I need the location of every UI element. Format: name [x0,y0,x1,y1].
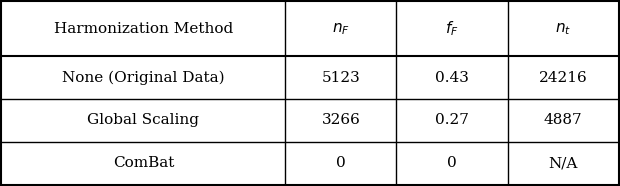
Text: N/A: N/A [548,156,578,170]
Text: $n_t$: $n_t$ [555,21,571,37]
Text: Global Scaling: Global Scaling [87,113,200,127]
Text: 3266: 3266 [321,113,360,127]
Text: 5123: 5123 [322,71,360,85]
Text: 24216: 24216 [539,71,587,85]
Text: 0: 0 [336,156,346,170]
Text: 0: 0 [447,156,457,170]
Text: 0.27: 0.27 [435,113,469,127]
Text: $n_F$: $n_F$ [332,21,350,37]
Text: 0.43: 0.43 [435,71,469,85]
Text: Harmonization Method: Harmonization Method [54,22,233,36]
Text: None (Original Data): None (Original Data) [62,70,224,85]
Text: 4887: 4887 [544,113,582,127]
Text: ComBat: ComBat [113,156,174,170]
Text: $f_F$: $f_F$ [445,20,459,38]
